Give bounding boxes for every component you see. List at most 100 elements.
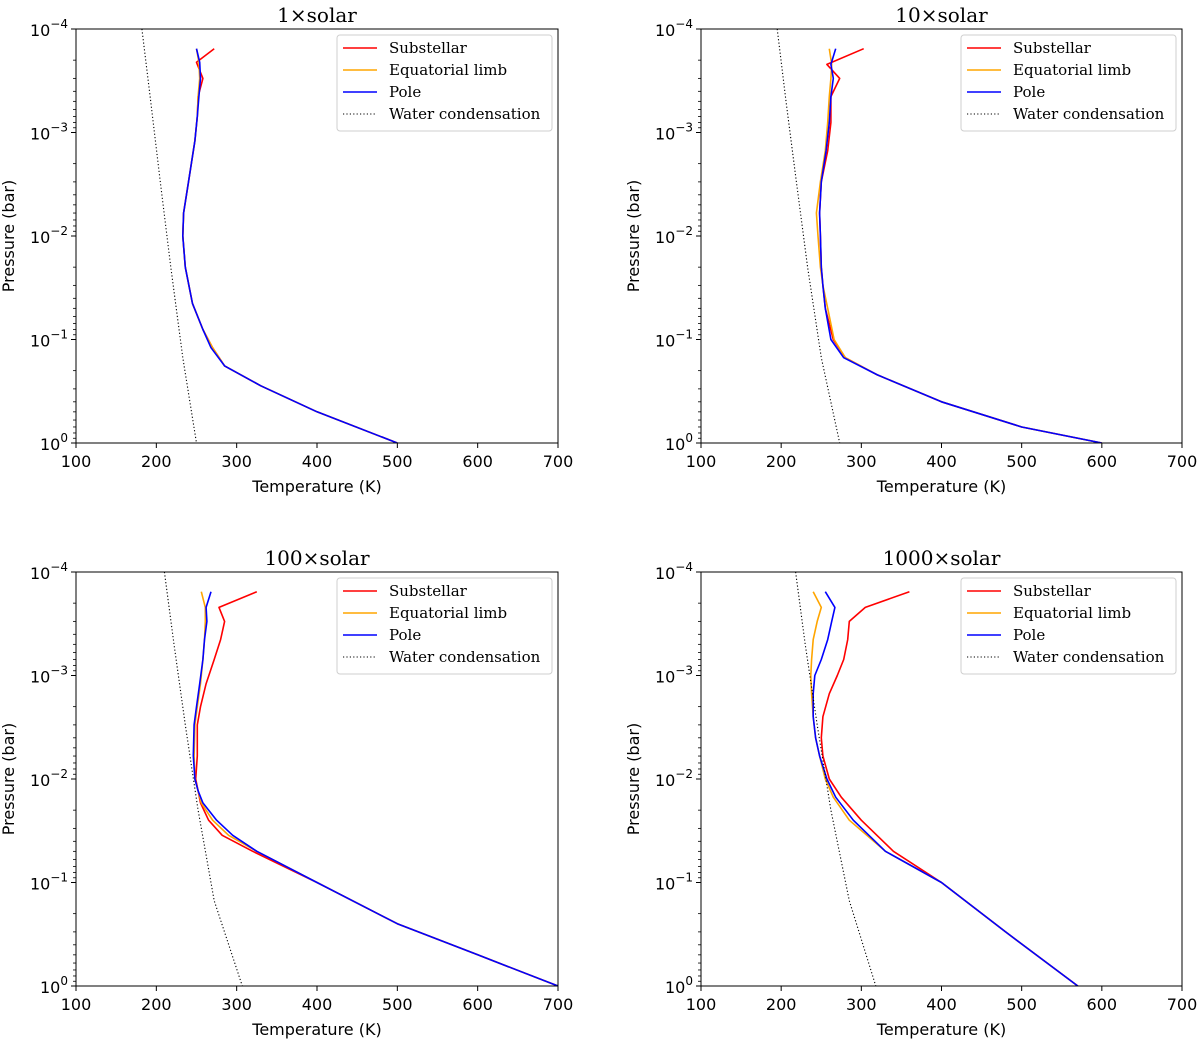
y-tick-label: 100 bbox=[40, 974, 68, 997]
series-line-water-condensation bbox=[163, 572, 243, 986]
y-axis-label: Pressure (bar) bbox=[0, 180, 18, 292]
y-tick-label: 10−2 bbox=[30, 224, 68, 247]
x-tick-label: 300 bbox=[846, 452, 877, 471]
x-tick-label: 200 bbox=[766, 452, 797, 471]
x-tick-label: 600 bbox=[1087, 452, 1118, 471]
legend-label: Substellar bbox=[389, 39, 468, 57]
x-tick-label: 100 bbox=[686, 995, 717, 1014]
x-tick-label: 100 bbox=[61, 995, 92, 1014]
series-line-water-condensation bbox=[795, 572, 877, 986]
legend: Substellar Equatorial limb Pole Water conde… bbox=[336, 34, 553, 132]
x-tick-label: 400 bbox=[302, 452, 333, 471]
panel-title: 1×solar bbox=[277, 3, 357, 27]
series-group bbox=[141, 29, 398, 443]
x-tick-label: 300 bbox=[221, 452, 252, 471]
y-tick-label: 10−2 bbox=[30, 767, 68, 790]
x-tick-label: 700 bbox=[543, 452, 574, 471]
legend-label: Equatorial limb bbox=[1013, 604, 1131, 622]
y-tick-label: 100 bbox=[665, 431, 693, 454]
legend: Substellar Equatorial limb Pole Water conde… bbox=[336, 577, 553, 675]
x-tick-label: 400 bbox=[302, 995, 333, 1014]
x-axis-label: Temperature (K) bbox=[876, 1020, 1006, 1039]
y-axis-label: Pressure (bar) bbox=[0, 723, 18, 835]
y-tick-label: 10−3 bbox=[30, 121, 68, 144]
y-tick-label: 10−1 bbox=[30, 871, 68, 894]
x-tick-label: 100 bbox=[686, 452, 717, 471]
panel-4: 100 200 300 400 500 600 700 10−4 10−3 10−2 10−1 100… bbox=[624, 546, 1197, 1039]
x-tick-label: 300 bbox=[846, 995, 877, 1014]
x-axis-label: Temperature (K) bbox=[251, 477, 381, 496]
x-tick-label: 400 bbox=[926, 995, 957, 1014]
series-line-substellar bbox=[820, 590, 1079, 986]
legend-label: Water condensation bbox=[1013, 648, 1165, 666]
x-tick-label: 700 bbox=[1167, 995, 1198, 1014]
x-tick-label: 500 bbox=[1006, 452, 1037, 471]
legend-label: Pole bbox=[1013, 626, 1045, 644]
series-line-pole bbox=[812, 591, 1079, 986]
series-group bbox=[795, 572, 1079, 986]
x-tick-label: 500 bbox=[1006, 995, 1037, 1014]
series-group bbox=[776, 29, 1102, 443]
legend-box bbox=[960, 577, 1177, 675]
legend-box bbox=[960, 34, 1177, 132]
x-tick-label: 600 bbox=[462, 995, 493, 1014]
y-tick-label: 10−4 bbox=[30, 17, 68, 40]
y-tick-label: 10−1 bbox=[655, 328, 693, 351]
x-tick-label: 200 bbox=[141, 452, 172, 471]
legend-label: Water condensation bbox=[1013, 105, 1165, 123]
legend-label: Substellar bbox=[1013, 582, 1092, 600]
x-axis-label: Temperature (K) bbox=[876, 477, 1006, 496]
legend-label: Equatorial limb bbox=[389, 61, 507, 79]
legend-box bbox=[336, 577, 553, 675]
y-tick-label: 10−3 bbox=[655, 121, 693, 144]
legend-label: Pole bbox=[389, 83, 421, 101]
series-line-pole bbox=[818, 48, 1102, 443]
x-tick-label: 100 bbox=[61, 452, 92, 471]
x-tick-label: 600 bbox=[1087, 995, 1118, 1014]
y-tick-label: 10−4 bbox=[655, 17, 693, 40]
panel-1: 100 200 300 400 500 600 700 10−4 10−3 10−2 10−1 100… bbox=[0, 3, 573, 496]
y-tick-label: 10−4 bbox=[30, 560, 68, 583]
legend-label: Equatorial limb bbox=[1013, 61, 1131, 79]
y-tick-label: 10−1 bbox=[655, 871, 693, 894]
y-tick-label: 100 bbox=[665, 974, 693, 997]
legend-label: Equatorial limb bbox=[389, 604, 507, 622]
y-tick-label: 10−3 bbox=[30, 664, 68, 687]
y-axis-label: Pressure (bar) bbox=[624, 180, 643, 292]
y-tick-label: 100 bbox=[40, 431, 68, 454]
panel-title: 100×solar bbox=[264, 546, 370, 570]
legend-label: Water condensation bbox=[389, 105, 541, 123]
y-tick-label: 10−2 bbox=[655, 767, 693, 790]
x-tick-label: 300 bbox=[221, 995, 252, 1014]
x-tick-label: 600 bbox=[462, 452, 493, 471]
x-axis-label: Temperature (K) bbox=[251, 1020, 381, 1039]
x-tick-label: 500 bbox=[382, 995, 413, 1014]
panel-title: 10×solar bbox=[895, 3, 988, 27]
x-tick-label: 400 bbox=[926, 452, 957, 471]
x-tick-label: 200 bbox=[766, 995, 797, 1014]
series-line-pole bbox=[192, 591, 558, 986]
legend-label: Pole bbox=[389, 626, 421, 644]
series-line-water-condensation bbox=[141, 29, 198, 443]
y-tick-label: 10−4 bbox=[655, 560, 693, 583]
y-tick-label: 10−3 bbox=[655, 664, 693, 687]
panel-3: 100 200 300 400 500 600 700 10−4 10−3 10−2 10−1 100… bbox=[0, 546, 573, 1039]
legend-label: Water condensation bbox=[389, 648, 541, 666]
legend-label: Pole bbox=[1013, 83, 1045, 101]
legend-label: Substellar bbox=[1013, 39, 1092, 57]
y-tick-label: 10−1 bbox=[30, 328, 68, 351]
y-axis-label: Pressure (bar) bbox=[624, 723, 643, 835]
x-tick-label: 700 bbox=[543, 995, 574, 1014]
series-line-pole bbox=[182, 48, 398, 443]
x-tick-label: 700 bbox=[1167, 452, 1198, 471]
x-tick-label: 200 bbox=[141, 995, 172, 1014]
panel-2: 100 200 300 400 500 600 700 10−4 10−3 10−2 10−1 100… bbox=[624, 3, 1197, 496]
y-tick-label: 10−2 bbox=[655, 224, 693, 247]
legend: Substellar Equatorial limb Pole Water conde… bbox=[960, 34, 1177, 132]
x-tick-label: 500 bbox=[382, 452, 413, 471]
legend: Substellar Equatorial limb Pole Water conde… bbox=[960, 577, 1177, 675]
series-group bbox=[163, 572, 558, 986]
legend-box bbox=[336, 34, 553, 132]
panel-title: 1000×solar bbox=[883, 546, 1001, 570]
